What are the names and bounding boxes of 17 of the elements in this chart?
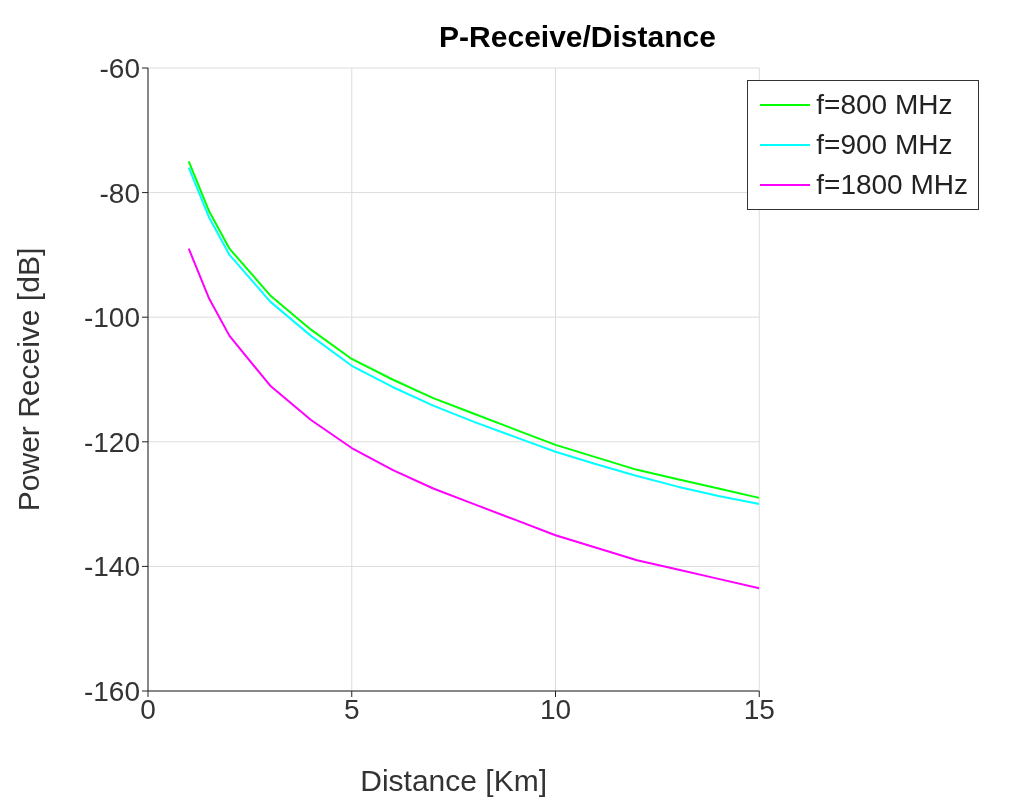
y-tick-label: -60 xyxy=(99,52,140,84)
chart-title: P-Receive/Distance xyxy=(438,20,717,54)
y-tick-label: -80 xyxy=(99,177,140,209)
y-tick-label: -100 xyxy=(83,302,140,334)
x-tick-label: 15 xyxy=(743,693,775,725)
y-tick-label: -120 xyxy=(83,426,140,458)
line-series xyxy=(187,247,760,590)
x-tick-label: 0 xyxy=(140,693,156,725)
x-axis-title: Distance [Km] xyxy=(360,764,547,797)
legend-label: f=1800 MHz xyxy=(816,168,968,202)
x-tick-label: 10 xyxy=(539,693,572,725)
y-tick-label: -160 xyxy=(83,675,140,707)
legend-label: f=800 MHz xyxy=(816,88,953,122)
x-tick-label: 5 xyxy=(343,693,360,725)
y-tick-label: -140 xyxy=(83,551,140,583)
legend-label: f=900 MHz xyxy=(816,128,953,162)
y-axis-title: Power Receive [dB] xyxy=(11,247,45,512)
